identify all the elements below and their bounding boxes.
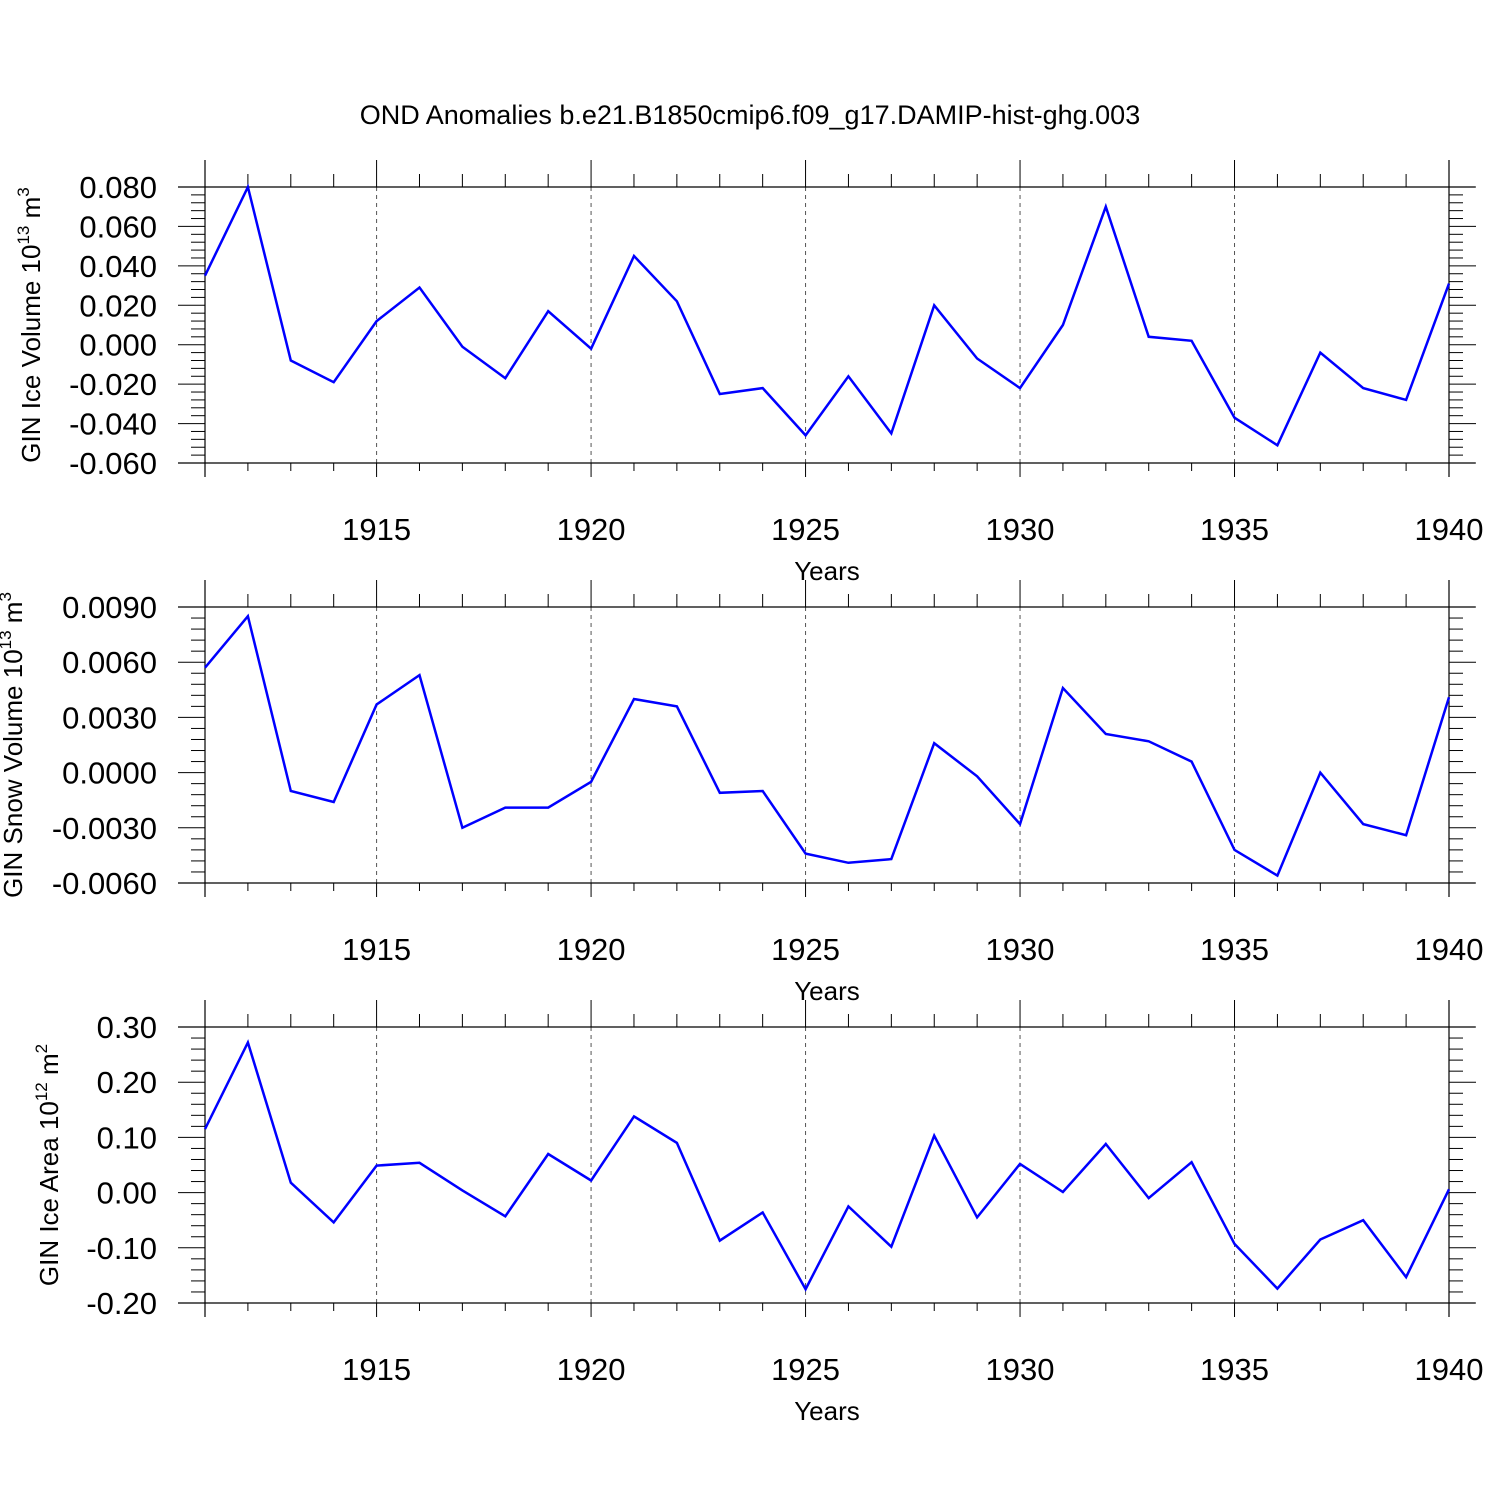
y-tick-label: 0.00 [97,1176,157,1211]
x-tick-label: 1935 [1200,932,1269,967]
y-tick-label: -0.040 [69,407,157,442]
x-tick-label: 1920 [557,512,626,547]
x-tick-label: 1940 [1415,932,1484,967]
y-tick-label: -0.060 [69,446,157,481]
x-tick-label: 1915 [342,512,411,547]
x-tick-label: 1920 [557,1352,626,1387]
x-axis-label: Years [794,556,860,586]
panel-3: 1915 1920 1925 1930 1935 1940 0.30 0.20 0.10 0.00… [32,1000,1483,1426]
x-axis-label: Years [794,1396,860,1426]
x-tick-label: 1935 [1200,1352,1269,1387]
panel-2: 1915 1920 1925 1930 1935 1940 0.0090 0.0060 0.00… [0,580,1483,1006]
y-tick-label: 0.10 [97,1120,157,1155]
x-axis-label: Years [794,976,860,1006]
x-tick-label: 1915 [342,1352,411,1387]
panel-1: 1915 1920 1925 1930 1935 1940 0.080 0.060 0.040 0… [14,160,1483,586]
y-tick-label: 0.0090 [62,590,157,625]
y-axis-label: GIN Snow Volume 1013 m3 [0,592,28,898]
x-tick-label: 1925 [771,1352,840,1387]
y-tick-label: -0.0060 [52,866,157,901]
y-tick-label: -0.020 [69,367,157,402]
y-tick-label: -0.10 [86,1231,157,1266]
y-tick-label: -0.0030 [52,811,157,846]
x-tick-label: 1930 [986,932,1055,967]
y-tick-label: 0.30 [97,1010,157,1045]
y-tick-label: 0.040 [79,249,157,284]
x-tick-label: 1915 [342,932,411,967]
y-tick-label: 0.060 [79,209,157,244]
x-tick-label: 1925 [771,932,840,967]
series-line [203,1039,1451,1292]
x-tick-label: 1930 [986,1352,1055,1387]
series-line [203,183,1451,448]
y-tick-label: 0.0000 [62,756,157,791]
y-tick-label: 0.020 [79,288,157,323]
y-tick-label: 0.0060 [62,645,157,680]
y-tick-label: 0.0030 [62,700,157,735]
x-tick-label: 1925 [771,512,840,547]
x-tick-label: 1930 [986,512,1055,547]
figure-title: OND Anomalies b.e21.B1850cmip6.f09_g17.D… [360,100,1140,130]
y-axis-label: GIN Ice Volume 1013 m3 [14,187,46,463]
series-line [204,613,1451,878]
x-tick-label: 1920 [557,932,626,967]
y-tick-label: 0.080 [79,170,157,205]
y-tick-label: 0.000 [79,328,157,363]
y-axis-label: GIN Ice Area 1012 m2 [32,1044,64,1286]
x-tick-label: 1940 [1415,1352,1484,1387]
x-tick-label: 1935 [1200,512,1269,547]
y-tick-label: 0.20 [97,1065,157,1100]
x-tick-label: 1940 [1415,512,1484,547]
y-tick-label: -0.20 [86,1286,157,1321]
